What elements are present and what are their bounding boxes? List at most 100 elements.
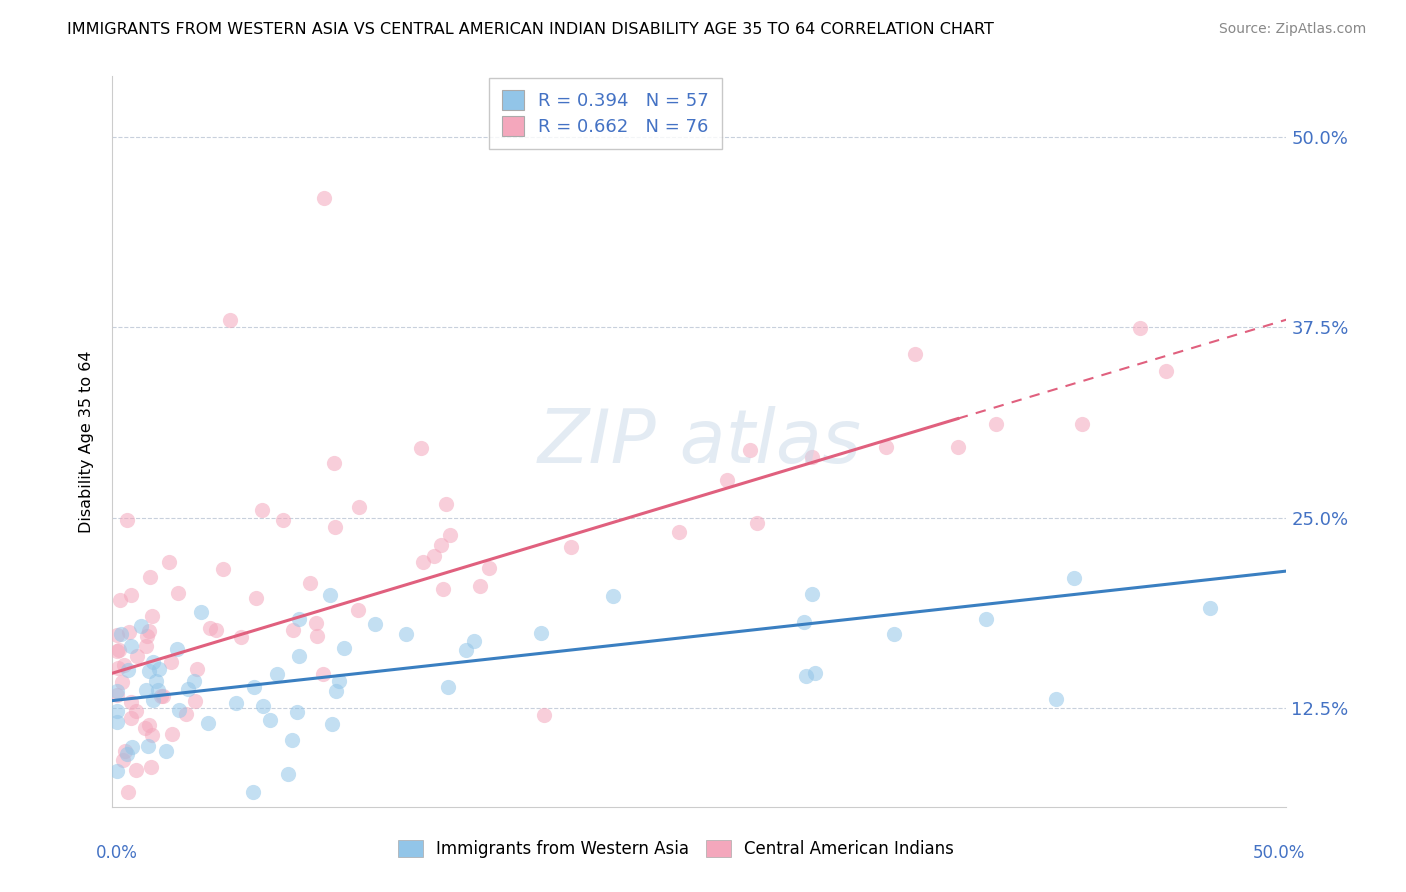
Point <box>166 642 188 657</box>
Point <box>120 711 142 725</box>
Point <box>136 739 159 753</box>
Point <box>167 703 190 717</box>
Point <box>1063 571 1085 585</box>
Point <box>150 689 173 703</box>
Text: 0.0%: 0.0% <box>96 844 138 862</box>
Point <box>434 497 457 511</box>
Point <box>312 666 335 681</box>
Point <box>328 673 350 688</box>
Point <box>1156 364 1178 378</box>
Point <box>325 683 347 698</box>
Point <box>242 680 264 694</box>
Point <box>146 682 169 697</box>
Point <box>134 721 156 735</box>
Point <box>129 619 152 633</box>
Text: 50.0%: 50.0% <box>1253 844 1305 862</box>
Point <box>323 456 346 470</box>
Point <box>155 744 177 758</box>
Point <box>138 570 160 584</box>
Point <box>986 417 1008 432</box>
Point <box>529 625 551 640</box>
Point <box>105 628 128 642</box>
Point <box>412 555 434 569</box>
Point <box>432 582 454 596</box>
Point <box>141 760 163 774</box>
Point <box>117 513 139 527</box>
Point <box>430 538 453 552</box>
Point <box>124 704 146 718</box>
Point <box>197 715 219 730</box>
Point <box>395 627 418 641</box>
Point <box>423 549 446 564</box>
Point <box>281 733 304 747</box>
Point <box>1045 691 1067 706</box>
Point <box>439 527 461 541</box>
Point <box>160 655 183 669</box>
Point <box>333 641 356 656</box>
Point <box>152 690 174 704</box>
Point <box>141 609 163 624</box>
Point <box>135 629 157 643</box>
Point <box>307 629 329 643</box>
Point <box>105 704 128 718</box>
Point <box>804 666 827 681</box>
Point <box>212 562 235 576</box>
Point <box>363 617 385 632</box>
Point <box>120 588 142 602</box>
Point <box>242 785 264 799</box>
Point <box>1071 417 1094 431</box>
Point <box>125 648 148 663</box>
Point <box>266 666 288 681</box>
Point <box>105 689 128 703</box>
Point <box>1128 321 1150 335</box>
Point <box>716 473 738 487</box>
Point <box>800 587 823 601</box>
Point <box>478 560 501 574</box>
Point <box>747 516 769 530</box>
Legend: R = 0.394   N = 57, R = 0.662   N = 76: R = 0.394 N = 57, R = 0.662 N = 76 <box>489 78 721 149</box>
Point <box>166 586 188 600</box>
Point <box>252 698 274 713</box>
Point <box>112 657 135 672</box>
Point <box>602 589 624 603</box>
Point <box>135 682 157 697</box>
Point <box>120 640 142 654</box>
Point <box>118 625 141 640</box>
Y-axis label: Disability Age 35 to 64: Disability Age 35 to 64 <box>79 351 94 533</box>
Point <box>176 707 198 722</box>
Point <box>974 612 997 626</box>
Point <box>117 663 139 677</box>
Point <box>875 440 897 454</box>
Point <box>560 540 582 554</box>
Point <box>793 615 815 629</box>
Point <box>121 739 143 754</box>
Point <box>177 682 200 697</box>
Point <box>285 705 308 719</box>
Point <box>321 716 343 731</box>
Point <box>186 662 208 676</box>
Point <box>740 442 762 457</box>
Point <box>115 747 138 762</box>
Point <box>184 694 207 708</box>
Point <box>198 622 221 636</box>
Point <box>347 603 370 617</box>
Point <box>120 695 142 709</box>
Point <box>135 639 157 653</box>
Point <box>157 555 180 569</box>
Point <box>318 588 340 602</box>
Point <box>281 623 304 637</box>
Point <box>463 634 485 648</box>
Point <box>904 347 927 361</box>
Point <box>271 513 294 527</box>
Point <box>1198 601 1220 615</box>
Point <box>252 503 274 517</box>
Point <box>125 763 148 777</box>
Point <box>105 764 128 779</box>
Point <box>259 713 281 727</box>
Point <box>411 441 433 455</box>
Text: Source: ZipAtlas.com: Source: ZipAtlas.com <box>1219 22 1367 37</box>
Point <box>110 627 132 641</box>
Point <box>111 753 134 767</box>
Point <box>668 524 690 539</box>
Point <box>160 726 183 740</box>
